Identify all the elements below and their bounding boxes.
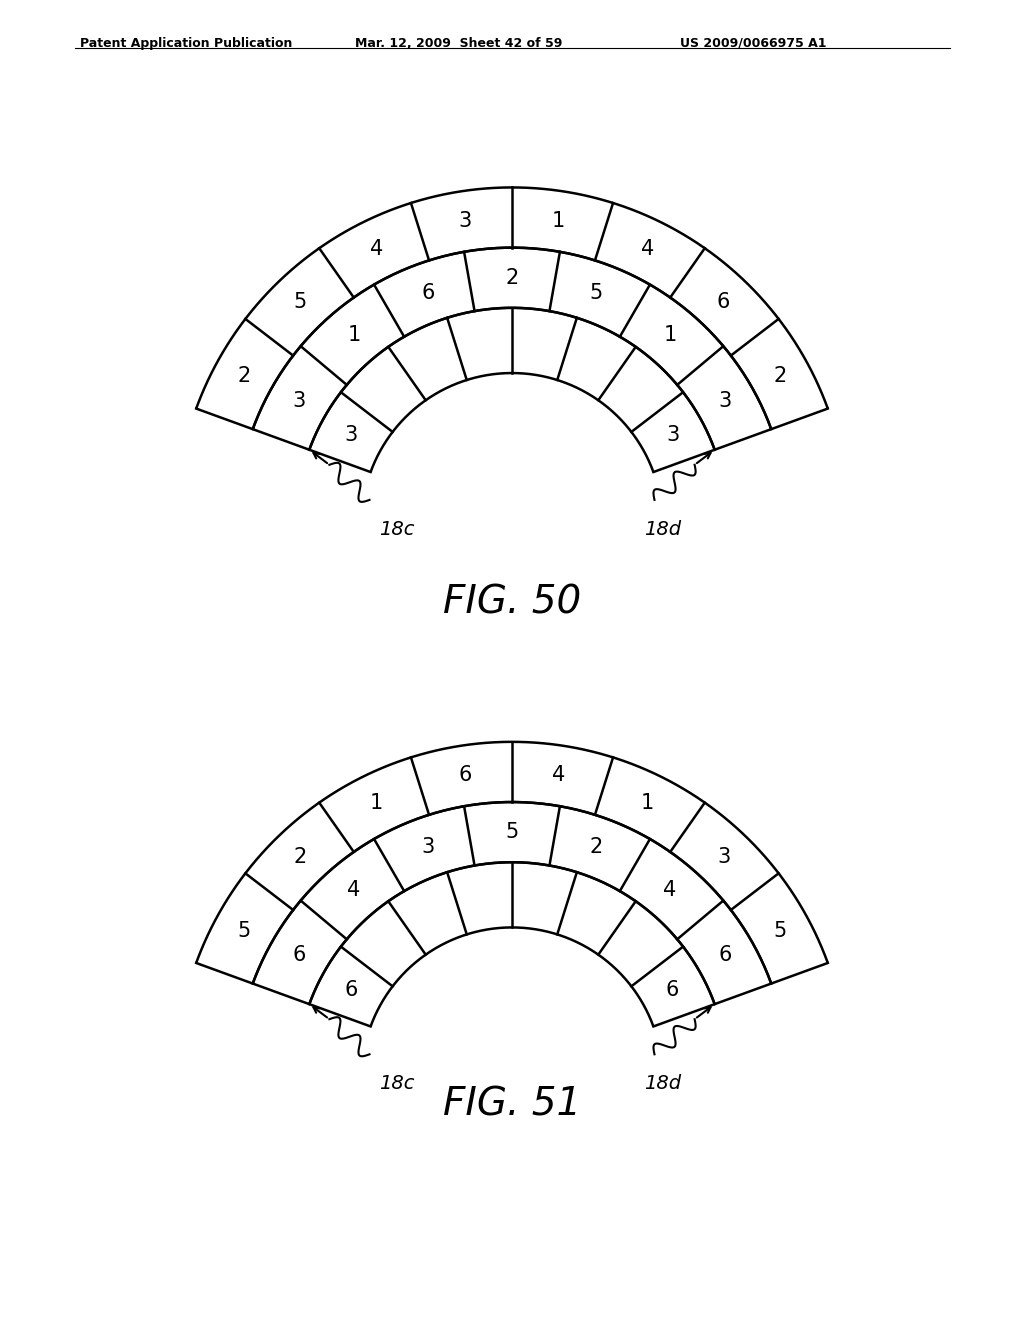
Text: US 2009/0066975 A1: US 2009/0066975 A1: [680, 37, 826, 50]
Text: 4: 4: [641, 239, 654, 259]
Text: 4: 4: [552, 766, 565, 785]
Text: 4: 4: [664, 879, 677, 900]
Text: 3: 3: [666, 425, 679, 445]
Text: 18c: 18c: [380, 520, 415, 539]
Text: 2: 2: [294, 847, 307, 867]
Text: 2: 2: [774, 367, 786, 387]
Text: 3: 3: [717, 847, 730, 867]
Text: 2: 2: [590, 837, 603, 857]
Text: 6: 6: [421, 282, 434, 302]
Text: 4: 4: [347, 879, 360, 900]
Text: 1: 1: [552, 211, 565, 231]
Text: FIG. 51: FIG. 51: [442, 1086, 582, 1125]
Text: 3: 3: [293, 391, 306, 411]
Text: 2: 2: [506, 268, 518, 288]
Text: 5: 5: [294, 293, 307, 313]
Text: 3: 3: [459, 211, 472, 231]
Text: 6: 6: [293, 945, 306, 965]
Text: 2: 2: [238, 367, 250, 387]
Text: Patent Application Publication: Patent Application Publication: [80, 37, 293, 50]
Text: 5: 5: [238, 921, 250, 941]
Text: 6: 6: [666, 979, 679, 999]
Text: 5: 5: [590, 282, 603, 302]
Text: 4: 4: [370, 239, 383, 259]
Text: 1: 1: [641, 793, 654, 813]
Text: 3: 3: [421, 837, 434, 857]
Text: 5: 5: [506, 822, 518, 842]
Text: 18d: 18d: [644, 520, 682, 539]
Text: 6: 6: [345, 979, 358, 999]
Text: FIG. 50: FIG. 50: [442, 583, 582, 620]
Text: 5: 5: [774, 921, 786, 941]
Text: 1: 1: [664, 325, 677, 346]
Text: 1: 1: [347, 325, 360, 346]
Text: 3: 3: [345, 425, 358, 445]
Text: 1: 1: [370, 793, 383, 813]
Text: 18c: 18c: [380, 1074, 415, 1093]
Text: Mar. 12, 2009  Sheet 42 of 59: Mar. 12, 2009 Sheet 42 of 59: [355, 37, 562, 50]
Text: 6: 6: [718, 945, 731, 965]
Text: 18d: 18d: [644, 1074, 682, 1093]
Text: 6: 6: [717, 293, 730, 313]
Text: 3: 3: [718, 391, 731, 411]
Text: 6: 6: [459, 766, 472, 785]
